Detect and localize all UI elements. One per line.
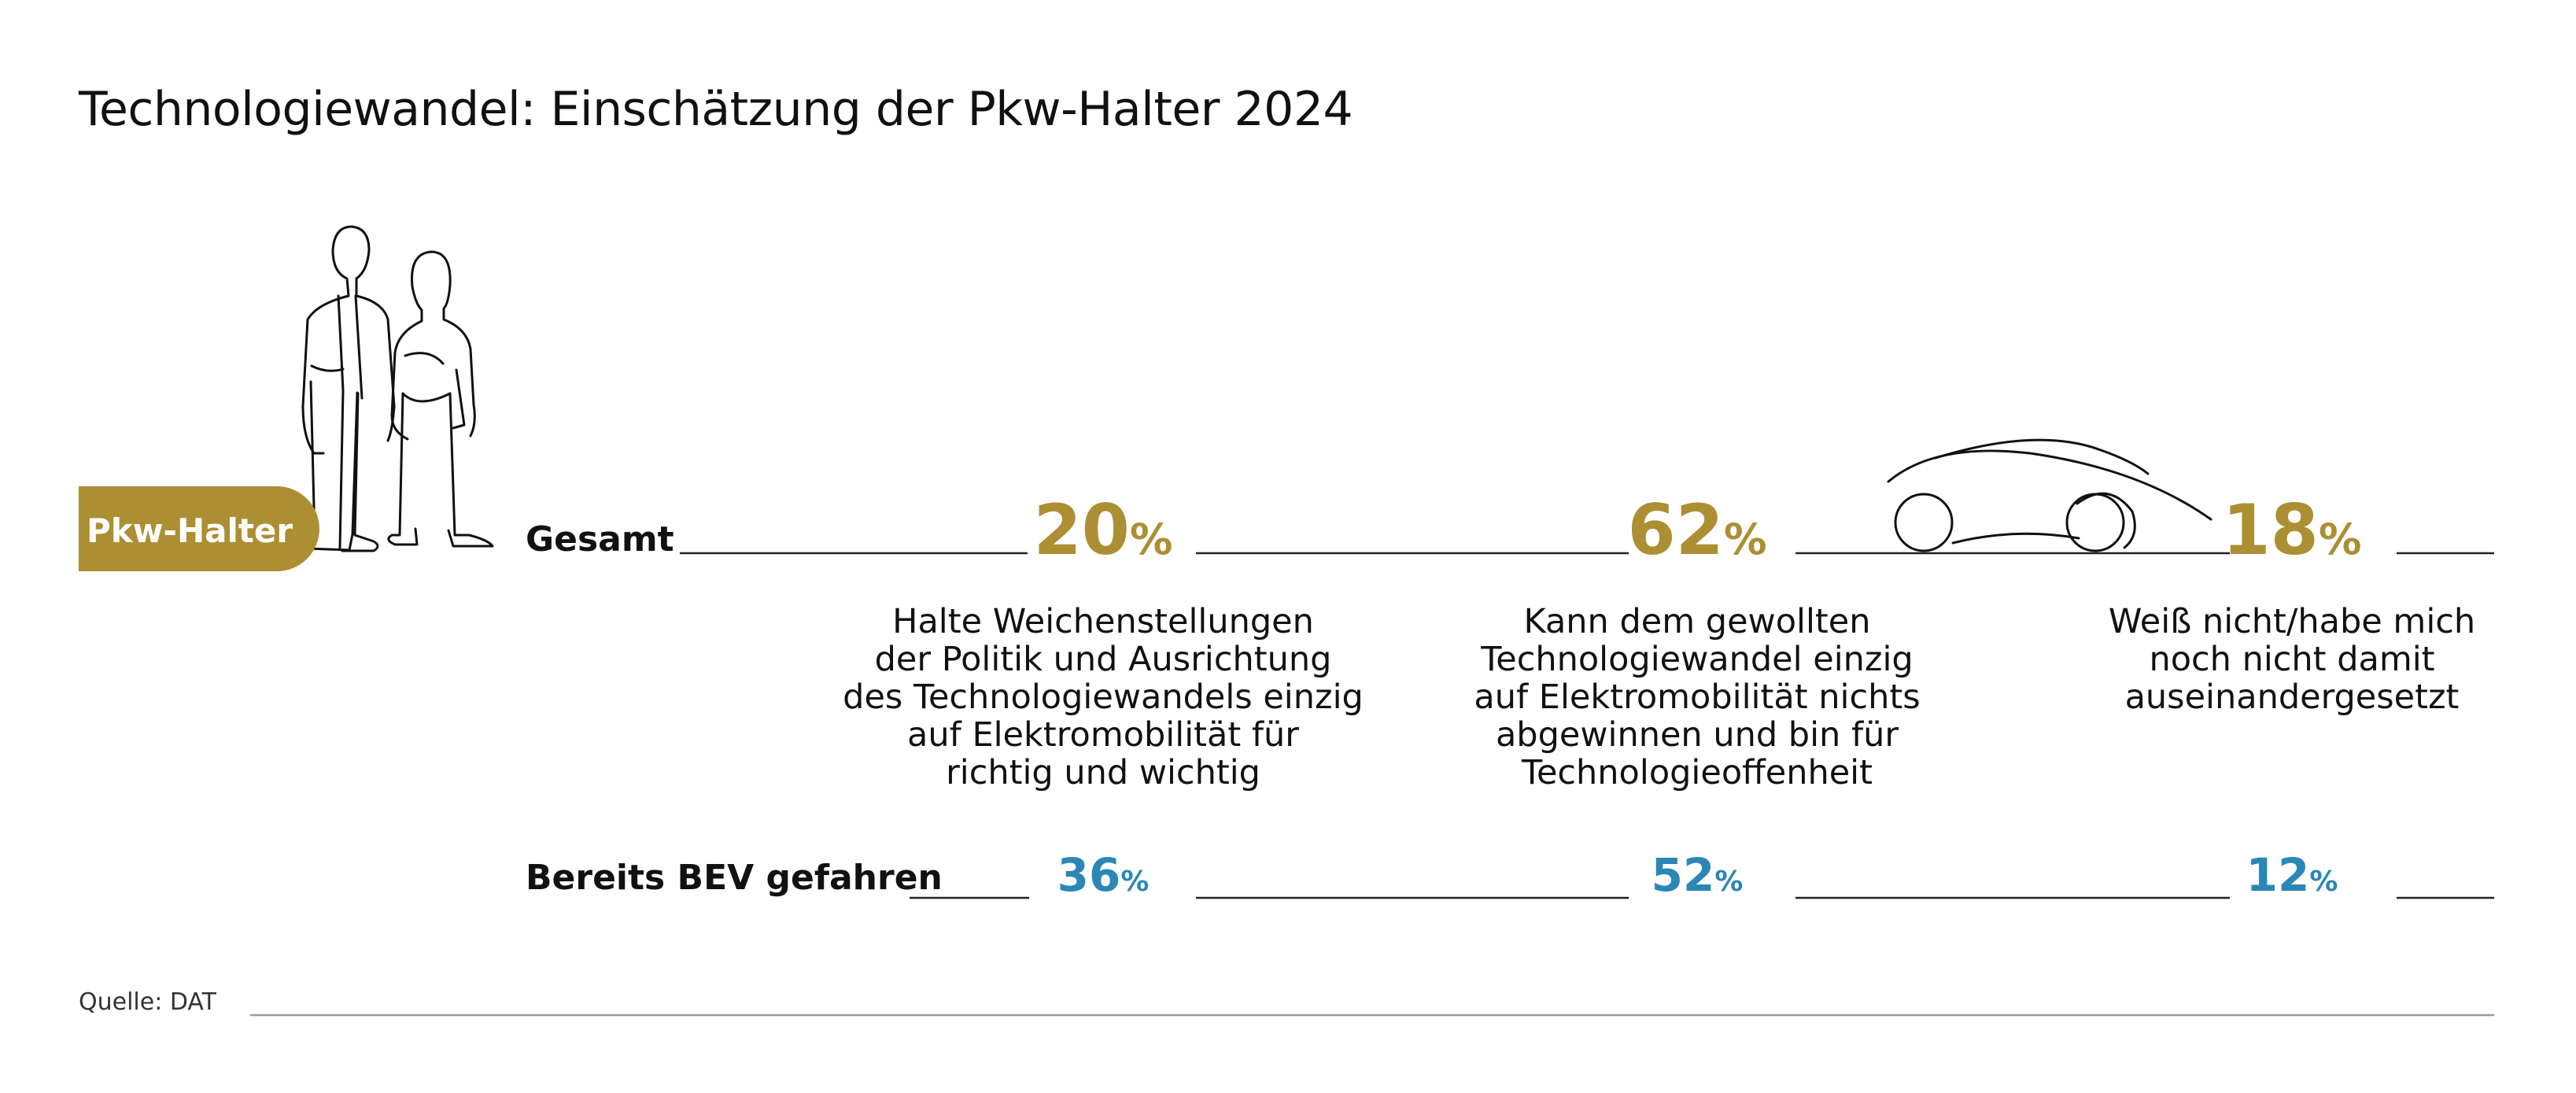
- series-label-gesamt: Gesamt: [526, 519, 674, 559]
- category-description-2: Kann dem gewollten Technologiewandel ein…: [1474, 602, 1921, 792]
- audience-badge: [79, 486, 319, 571]
- value-bev-1: 36%: [1057, 848, 1150, 902]
- value-gesamt-1: 20%: [1033, 489, 1173, 571]
- category-description-1: Halte Weichenstellungen der Politik und …: [843, 602, 1364, 792]
- series-label-bev: Bereits BEV gefahren: [526, 858, 943, 898]
- value-bev-3: 12%: [2246, 848, 2338, 902]
- people-illustration: [298, 225, 494, 552]
- value-bev-2: 52%: [1651, 848, 1744, 902]
- source-note: Quelle: DAT: [79, 988, 216, 1016]
- audience-badge-label: Pkw-Halter: [87, 511, 293, 550]
- value-gesamt-2: 62%: [1627, 489, 1767, 571]
- category-description-3: Weiß nicht/habe mich noch nicht damit au…: [2108, 602, 2476, 717]
- chart-title: Technologiewandel: Einschätzung der Pkw-…: [79, 82, 1353, 137]
- leader-lines: [250, 552, 2494, 1017]
- car-illustration: [1887, 438, 2212, 552]
- value-gesamt-3: 18%: [2222, 489, 2362, 571]
